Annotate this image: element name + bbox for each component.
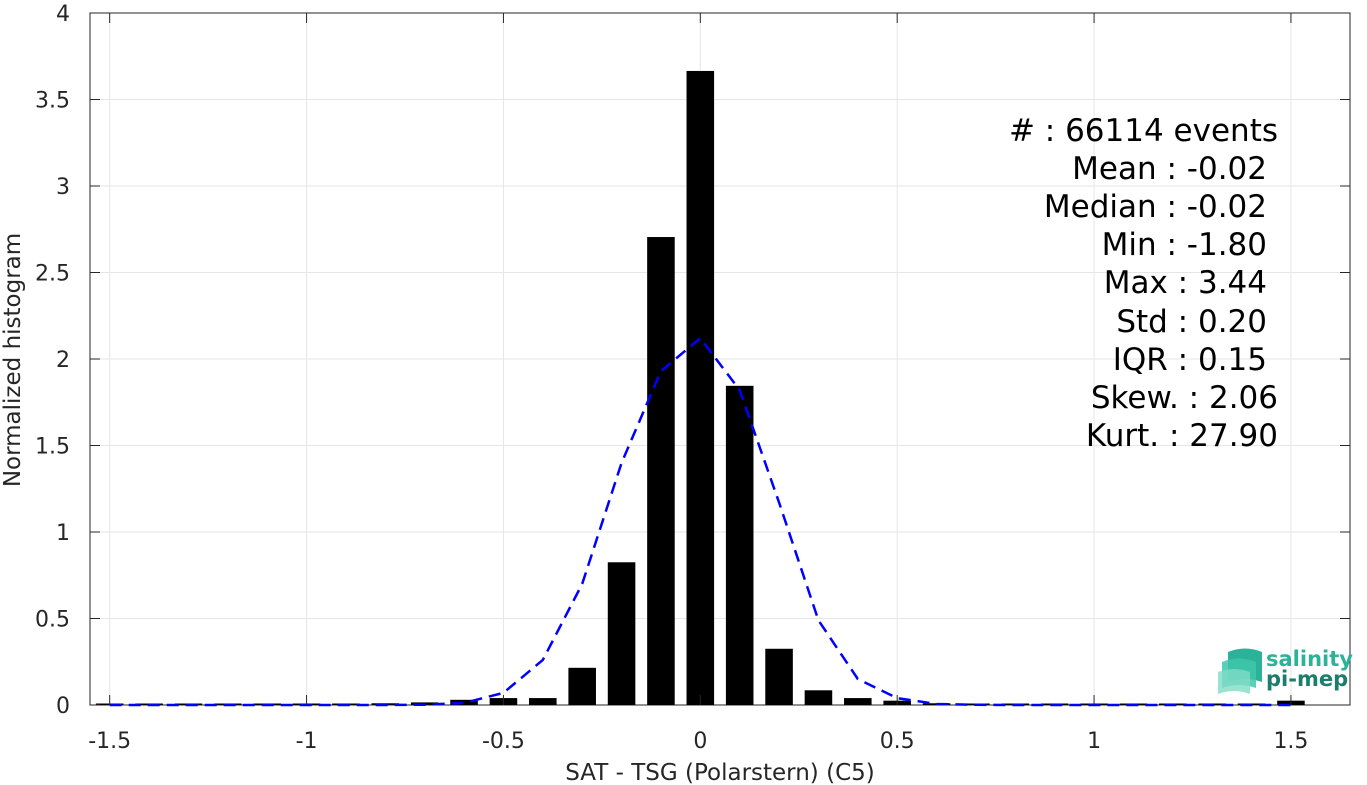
logo-waves-icon: [1218, 648, 1262, 694]
y-tick-label: 1: [56, 521, 70, 546]
histogram-bar: [568, 667, 596, 705]
y-tick-label: 3.5: [35, 89, 70, 114]
stats-mean: Mean : -0.02: [1072, 151, 1267, 187]
stats-skew: Skew. : 2.06: [1091, 380, 1278, 416]
histogram-bar: [607, 562, 636, 705]
stats-events: # : 66114 events: [1009, 113, 1278, 149]
stats-min: Min : -1.80: [1102, 227, 1267, 263]
logo-text-salinity: salinity: [1266, 647, 1353, 671]
histogram-bars: [95, 70, 1305, 705]
histogram-bar: [450, 699, 478, 705]
y-axis-title: Normalized histogram: [0, 233, 26, 487]
stats-kurt: Kurt. : 27.90: [1086, 418, 1278, 454]
grid-lines: [90, 12, 1350, 706]
stats-box: # : 66114 events Mean : -0.02 Median : -…: [1009, 113, 1278, 454]
histogram-bar: [529, 698, 557, 705]
y-tick-label: 2.5: [35, 262, 70, 287]
histogram-bar: [844, 698, 872, 705]
y-tick-label: 0: [56, 694, 70, 719]
x-tick-label: -1: [296, 729, 318, 754]
logo-text-pi-mep: pi-mep: [1266, 667, 1348, 691]
x-tick-label: 1.5: [1273, 729, 1308, 754]
y-tick-label: 4: [56, 2, 70, 27]
histogram-bar: [647, 237, 675, 705]
x-tick-label: -1.5: [88, 729, 131, 754]
y-tick-label: 2: [56, 348, 70, 373]
stats-max: Max : 3.44: [1104, 265, 1267, 301]
salinity-pi-mep-logo: salinity pi-mep: [1218, 647, 1353, 694]
stats-iqr: IQR : 0.15: [1113, 342, 1267, 378]
x-tick-label: 0.5: [880, 729, 915, 754]
x-tick-label: -0.5: [482, 729, 525, 754]
y-tick-label: 1.5: [35, 435, 70, 460]
y-tick-label: 3: [56, 175, 70, 200]
histogram-bar: [725, 385, 754, 705]
x-axis-ticks: -1.5 -1 -0.5 0 0.5 1 1.5: [88, 13, 1308, 754]
histogram-bar: [804, 690, 833, 705]
x-axis-title: SAT - TSG (Polarstern) (C5): [565, 760, 874, 785]
histogram-bar: [686, 70, 715, 705]
y-tick-label: 0.5: [35, 608, 70, 633]
histogram-bar: [765, 648, 793, 705]
x-tick-label: 0: [693, 729, 707, 754]
stats-median: Median : -0.02: [1044, 189, 1267, 225]
stats-std: Std : 0.20: [1116, 304, 1267, 340]
y-axis-ticks: 0 0.5 1 1.5 2 2.5 3 3.5 4: [35, 2, 1350, 719]
x-tick-label: 1: [1087, 729, 1101, 754]
